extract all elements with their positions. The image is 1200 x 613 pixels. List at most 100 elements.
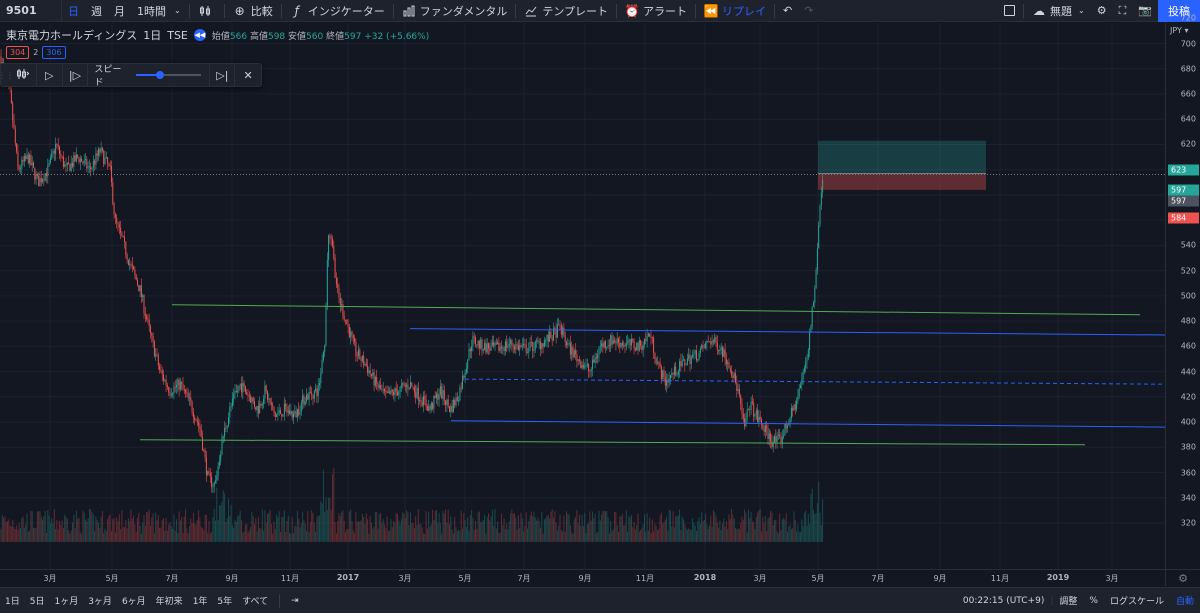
volume-bar [27, 531, 29, 542]
volume-bar [191, 523, 193, 542]
buy-badge[interactable]: 306 [42, 46, 66, 59]
snapshot-button[interactable]: 📷 [1132, 0, 1158, 22]
volume-bar [140, 533, 142, 542]
sell-badge[interactable]: 304 [6, 46, 30, 59]
volume-bar [484, 514, 486, 542]
log-scale-toggle[interactable]: ログスケール [1109, 597, 1164, 607]
fundamentals-button[interactable]: ファンダメンタル [396, 0, 514, 22]
candle-body [96, 153, 98, 156]
templates-button[interactable]: テンプレート [518, 0, 614, 22]
candle-body [508, 344, 510, 346]
candle-body [153, 341, 155, 357]
candle-body [133, 266, 135, 270]
interval-month-button[interactable]: 月 [114, 4, 125, 18]
interval-week-button[interactable]: 週 [91, 4, 102, 18]
auto-scale-toggle[interactable]: 自動 [1175, 597, 1194, 607]
volume-bar [406, 509, 408, 542]
drag-handle[interactable]: ⋮⋮ [0, 70, 14, 80]
range-5y[interactable]: 5年 [217, 597, 233, 607]
candle-body [556, 324, 558, 338]
volume-bar [651, 519, 653, 542]
time-tick-label: 7月 [871, 574, 885, 583]
symbol-search-button[interactable]: 9501 [0, 0, 62, 22]
speed-slider[interactable] [136, 71, 202, 79]
range-ytd[interactable]: 年初来 [155, 597, 183, 607]
layout-toggle-button[interactable] [998, 0, 1021, 22]
close-replay-button[interactable]: ✕ [235, 64, 261, 86]
volume-bar [719, 520, 721, 542]
candle-body [588, 364, 590, 371]
candle-body [536, 340, 538, 342]
volume-bar [198, 510, 200, 542]
candle-body [254, 401, 255, 407]
volume-bar [532, 516, 534, 542]
interval-hour-button[interactable]: 1時間 ⌄ [131, 0, 187, 22]
candle-body [660, 366, 662, 380]
undo-button[interactable]: ↶ [777, 0, 798, 22]
candle-body [285, 403, 287, 407]
post-button[interactable]: 投稿 [1158, 0, 1200, 22]
candle-body [319, 383, 320, 386]
goto-date-button[interactable]: ⇥ [286, 596, 304, 606]
candle-body [621, 342, 623, 346]
candle-body [537, 340, 539, 342]
symbol-name[interactable]: 東京電力ホールディングス [6, 29, 138, 42]
adjust-toggle[interactable]: 調整 [1059, 597, 1078, 607]
volume-bar [560, 530, 562, 542]
clock-display[interactable]: 00:22:15 (UTC+9) [962, 595, 1045, 606]
volume-bar [592, 511, 593, 542]
jump-to-realtime-button[interactable]: ▷| [209, 64, 236, 86]
range-5d[interactable]: 5日 [29, 597, 45, 607]
time-tick-label: 11月 [280, 574, 300, 583]
candle-body [202, 437, 203, 451]
volume-bar [346, 529, 348, 542]
candle-body [511, 340, 513, 346]
volume-bar [153, 533, 155, 542]
volume-bar [644, 514, 645, 542]
percent-toggle[interactable]: % [1089, 595, 1098, 606]
price-tag: 597 [1168, 195, 1199, 207]
redo-button[interactable]: ↷ [798, 0, 819, 22]
alert-button[interactable]: ⏰ アラート [619, 0, 693, 22]
candle-body [361, 355, 363, 361]
candle-body [554, 328, 556, 330]
chart-type-button[interactable] [192, 0, 222, 22]
range-1m[interactable]: 1ヶ月 [54, 597, 79, 607]
select-bar-button[interactable] [11, 64, 37, 86]
step-forward-button[interactable]: |▷ [63, 64, 89, 86]
replay-button[interactable]: ⏪ リプレイ [698, 0, 772, 22]
indicators-button[interactable]: ƒ インジケーター [284, 0, 391, 22]
range-1d[interactable]: 1日 [5, 597, 20, 607]
fullscreen-button[interactable]: ⛶ [1113, 0, 1133, 22]
range-3m[interactable]: 3ヶ月 [88, 597, 112, 607]
axis-settings-button[interactable]: ⚙ [1165, 569, 1200, 586]
range-all[interactable]: すべて [242, 597, 269, 607]
volume-bar [530, 511, 532, 542]
speed-slider-knob[interactable] [155, 71, 164, 79]
replay-mode-icon[interactable]: ◀◀ [193, 29, 206, 41]
candle-body [592, 359, 593, 370]
time-axis[interactable]: 3月 5月 7月 9月 11月 2017 3月 5月 7月 9月 11月 2018 3月 5月 7月 9月 11… [0, 569, 1165, 586]
play-button[interactable]: ▷ [37, 64, 63, 86]
settings-button[interactable]: ⚙ [1091, 0, 1113, 22]
layout-name-button[interactable]: ☁ 無題 ⌄ [1026, 0, 1091, 22]
chart-pane[interactable] [0, 23, 1165, 569]
volume-bar [208, 520, 210, 542]
candle-body [754, 414, 756, 417]
currency-label: JPY [1170, 26, 1182, 35]
currency-selector[interactable]: JPY ▾ [1170, 26, 1189, 35]
range-6m[interactable]: 6ヶ月 [121, 597, 146, 607]
time-tick-label: 9月 [225, 574, 239, 583]
candle-body [147, 319, 149, 321]
candle-body [33, 162, 34, 168]
range-1y[interactable]: 1年 [192, 597, 208, 607]
interval-day-button[interactable]: 日 [68, 4, 79, 18]
price-chart[interactable] [0, 23, 1165, 569]
compare-button[interactable]: ⊕ 比較 [227, 0, 279, 22]
price-axis[interactable]: JPY ▾ 7207006806606406206005805605405205… [1165, 14, 1200, 569]
volume-bar [328, 497, 330, 542]
time-tick-label: 3月 [1105, 574, 1119, 583]
volume-bar [207, 532, 209, 542]
candle-body [134, 269, 136, 275]
candle-body [393, 391, 395, 396]
